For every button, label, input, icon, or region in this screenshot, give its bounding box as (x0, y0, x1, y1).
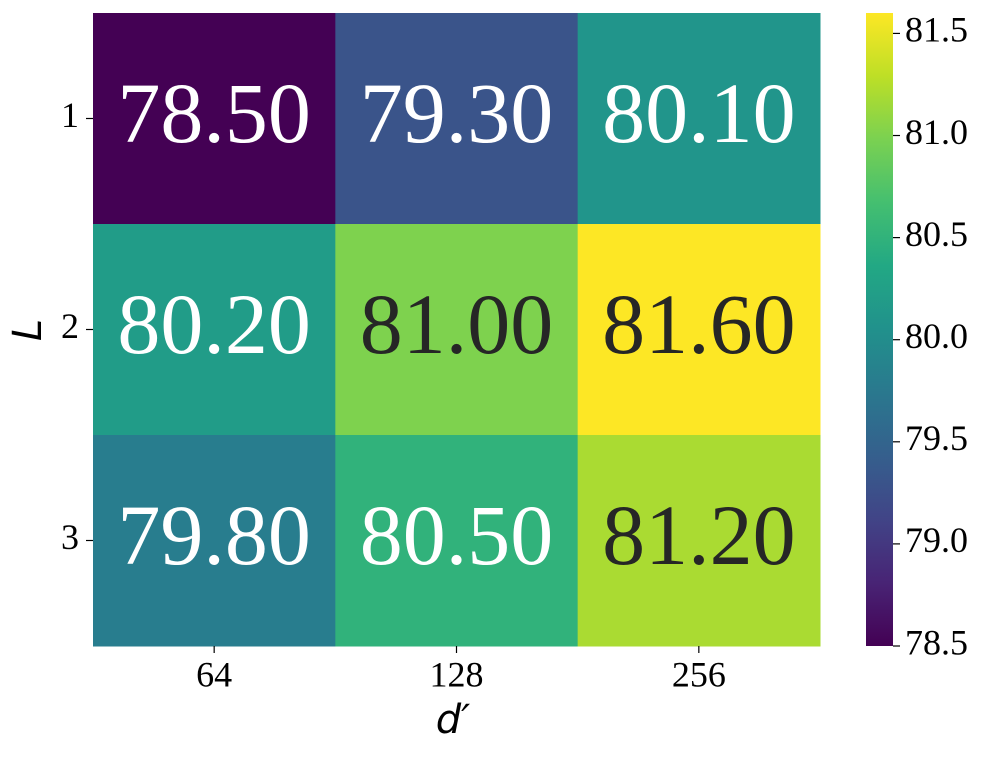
colorbar-tick-label: 81.5 (905, 10, 968, 50)
cell-value-label: 80.50 (360, 487, 554, 583)
heatmap-cell (335, 224, 579, 436)
cell-value-label: 79.80 (117, 487, 311, 583)
heatmap-cell (577, 435, 821, 647)
heatmap-cell (577, 224, 821, 436)
cell-value-label: 81.00 (360, 276, 554, 372)
x-tick-label: 128 (430, 654, 484, 694)
cell-value-label: 81.60 (602, 276, 796, 372)
x-tick-label: 256 (672, 654, 726, 694)
heatmap-cell (335, 13, 579, 225)
cell-value-label: 80.20 (117, 276, 311, 372)
heatmap-cell (93, 224, 336, 436)
colorbar-tick-label: 78.5 (905, 622, 968, 662)
cell-value-label: 81.20 (602, 487, 796, 583)
heatmap-cell (93, 13, 336, 225)
x-axis-label: d′ (436, 697, 470, 743)
cell-value-label: 80.10 (602, 65, 796, 161)
y-tick-label: 1 (61, 95, 79, 135)
y-axis-label: L (5, 319, 51, 341)
colorbar (866, 13, 893, 646)
colorbar-tick-label: 79.5 (905, 418, 968, 458)
colorbar-tick-label: 80.5 (905, 214, 968, 254)
heatmap-cell (93, 435, 336, 647)
cell-value-label: 79.30 (360, 65, 554, 161)
heatmap-cell (577, 13, 821, 225)
colorbar-tick-label: 79.0 (905, 520, 968, 560)
colorbar-tick-label: 81.0 (905, 112, 968, 152)
cell-value-label: 78.50 (117, 65, 311, 161)
y-tick-label: 2 (61, 306, 79, 346)
x-tick-label: 64 (196, 654, 232, 694)
colorbar-tick-label: 80.0 (905, 316, 968, 356)
y-tick-label: 3 (61, 517, 79, 557)
heatmap-cell (335, 435, 579, 647)
